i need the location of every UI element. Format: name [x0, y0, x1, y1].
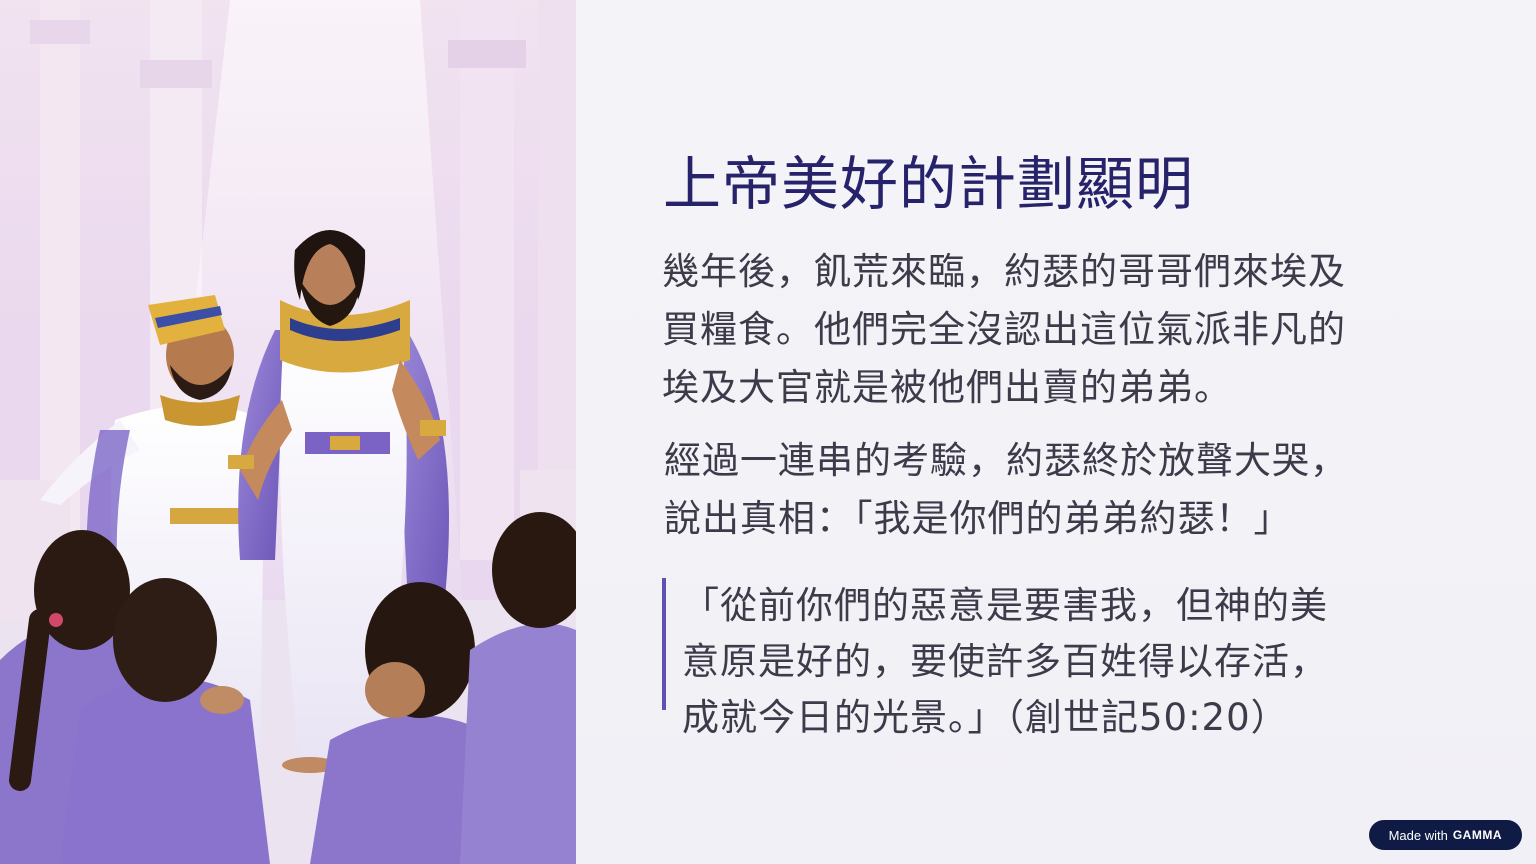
story-paragraph-2: 經過一連串的考驗，約瑟終於放聲大哭， 說出真相：「我是你們的弟弟約瑟！」 [664, 432, 1444, 548]
illustration-scene [0, 0, 576, 864]
badge-prefix: Made with [1388, 827, 1448, 843]
quote-line: 意原是好的，要使許多百姓得以存活， [682, 640, 1328, 683]
scripture-quote-text: 「從前你們的惡意是要害我，但神的美 意原是好的，要使許多百姓得以存活， 成就今日… [682, 578, 1442, 746]
story-paragraph-1: 幾年後，飢荒來臨，約瑟的哥哥們來埃及 買糧食。他們完全沒認出這位氣派非凡的 埃及… [662, 243, 1442, 417]
paragraph-2-line: 說出真相：「我是你們的弟弟約瑟！」 [664, 497, 1292, 540]
gamma-logo: GAMMA [1452, 828, 1502, 842]
paragraph-2-line: 經過一連串的考驗，約瑟終於放聲大哭， [664, 439, 1348, 482]
paragraph-1-line: 買糧食。他們完全沒認出這位氣派非凡的 [662, 308, 1346, 351]
slide-title: 上帝美好的計劃顯明 [663, 150, 1195, 218]
made-with-gamma-badge[interactable]: Made with GAMMA [1368, 820, 1522, 850]
quote-line: 成就今日的光景。」（創世記50:20） [682, 696, 1289, 739]
joseph-reveal-illustration [0, 0, 576, 864]
scripture-blockquote: 「從前你們的惡意是要害我，但神的美 意原是好的，要使許多百姓得以存活， 成就今日… [662, 578, 1446, 739]
paragraph-1-line: 幾年後，飢荒來臨，約瑟的哥哥們來埃及 [662, 250, 1346, 293]
content-panel: 上帝美好的計劃顯明 幾年後，飢荒來臨，約瑟的哥哥們來埃及 買糧食。他們完全沒認出… [576, 0, 1536, 864]
quote-line: 「從前你們的惡意是要害我，但神的美 [682, 584, 1328, 627]
paragraph-1-line: 埃及大官就是被他們出賣的弟弟。 [662, 366, 1232, 409]
